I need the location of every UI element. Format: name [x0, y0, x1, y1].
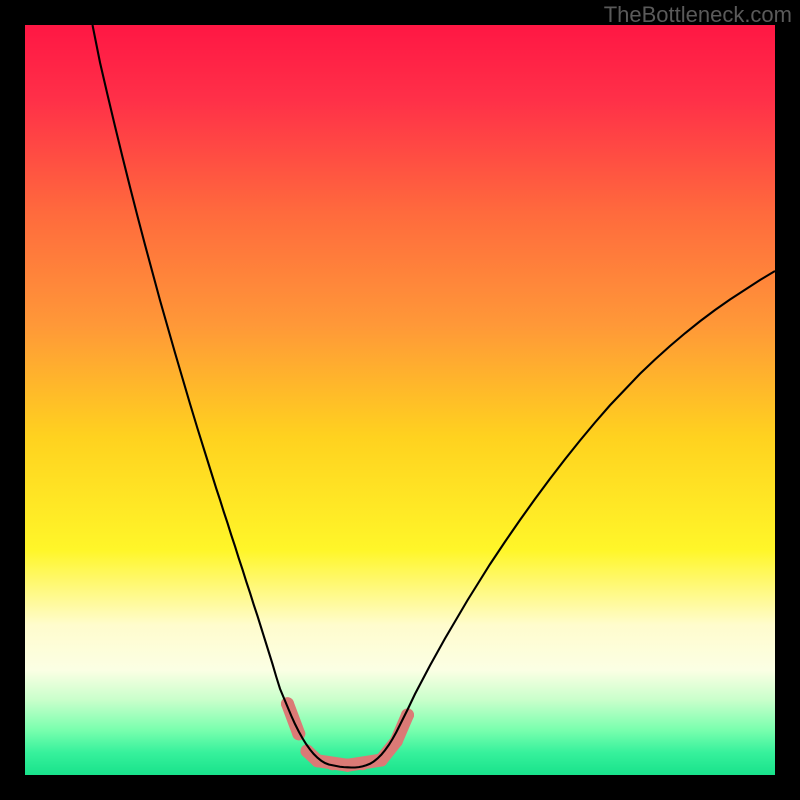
plot-background — [25, 25, 775, 775]
bottleneck-chart — [0, 0, 800, 800]
watermark-text: TheBottleneck.com — [604, 2, 792, 28]
